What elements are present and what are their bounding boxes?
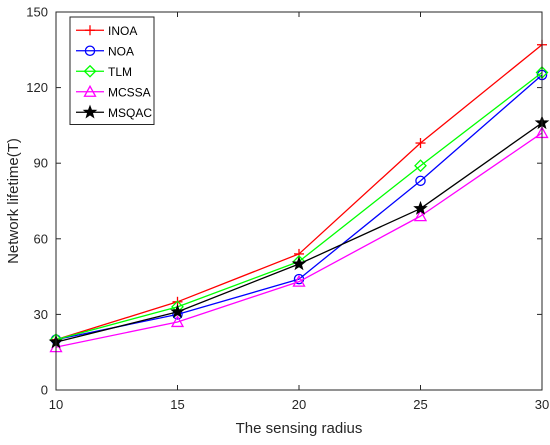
y-tick-label: 60	[34, 231, 48, 246]
axes: 10 15 20 25 30 0 30 60 90 120 150	[26, 5, 549, 413]
data-point-tlm-3	[414, 159, 427, 173]
data-point-msqac-3	[413, 200, 428, 215]
data-point-mcssa-1	[170, 315, 185, 328]
series-line-mcssa	[55, 132, 543, 348]
legend-label: INOA	[108, 24, 137, 38]
y-tick-label: 120	[26, 80, 48, 95]
legend-entry-msqac: MSQAC	[76, 104, 152, 120]
series-line-noa	[55, 74, 543, 341]
x-tick-label: 30	[535, 397, 549, 412]
data-point-msqac-1	[170, 304, 185, 319]
legend-marker-mcssa	[83, 84, 97, 97]
data-point-noa-3	[415, 175, 426, 187]
y-tick-label: 0	[41, 383, 48, 398]
legend-entry-inoa: INOA	[76, 24, 137, 38]
legend-marker-inoa	[85, 25, 95, 36]
y-tick-label: 30	[34, 307, 48, 322]
legend-marker-msqac	[82, 104, 98, 119]
y-axis-title: Network lifetime(T)	[5, 138, 22, 264]
legend-marker-tlm	[83, 64, 97, 78]
x-axis-title: The sensing radius	[236, 420, 363, 437]
x-tick-label: 20	[292, 397, 306, 412]
legend-entry-noa: NOA	[76, 44, 134, 58]
legend-marker-noa	[84, 45, 96, 57]
legend: INOA NOA TLM MCSSA MSQAC	[69, 16, 155, 125]
x-tick-label: 10	[49, 397, 63, 412]
legend-entry-tlm: TLM	[76, 65, 132, 79]
legend-label: NOA	[108, 44, 134, 58]
data-point-mcssa-2	[292, 274, 306, 287]
y-tick-label: 150	[26, 5, 48, 20]
data-point-msqac-2	[291, 256, 307, 271]
data-point-inoa-3	[415, 138, 426, 149]
legend-entry-mcssa: MCSSA	[76, 84, 151, 99]
legend-label: TLM	[108, 65, 132, 79]
x-tick-label: 15	[170, 397, 184, 412]
x-tick-label: 25	[413, 397, 427, 412]
legend-label: MSQAC	[108, 106, 152, 120]
legend-label: MCSSA	[108, 85, 151, 99]
y-tick-label: 90	[34, 156, 48, 171]
data-point-mcssa-3	[413, 209, 428, 222]
